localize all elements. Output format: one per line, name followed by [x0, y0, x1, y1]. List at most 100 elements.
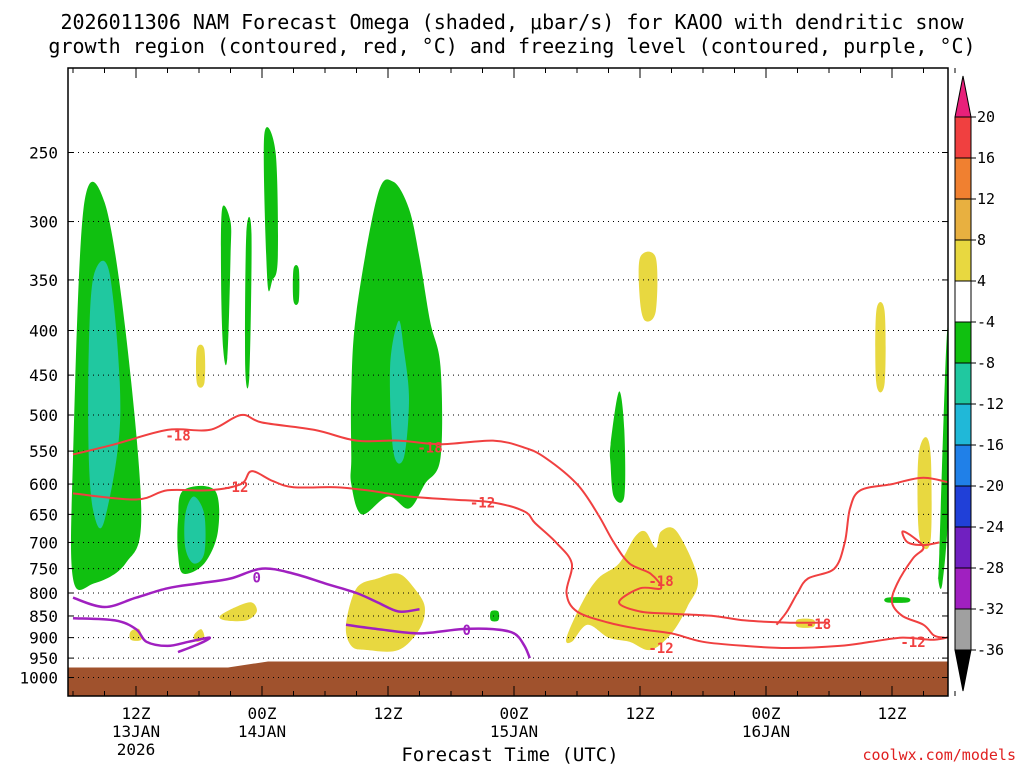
omega-region-19 — [345, 573, 425, 652]
x-axis-label: Forecast Time (UTC) — [401, 744, 619, 766]
omega-region-15 — [196, 344, 206, 388]
x-tick-date-72: 16JAN — [742, 722, 790, 741]
x-tick-label-24: 00Z — [248, 704, 277, 723]
contour-label-5: -18 — [806, 617, 831, 633]
y-tick-label-600: 600 — [29, 475, 58, 494]
colorbar-swatch-13 — [954, 608, 972, 651]
chart-title-line-2: growth region (contoured, red, °C) and f… — [48, 34, 976, 58]
x-tick-date-24: 14JAN — [238, 722, 286, 741]
omega-region-16 — [875, 302, 886, 393]
colorbar-swatch-10 — [954, 485, 972, 528]
colorbar-label-11: -28 — [977, 559, 1004, 577]
colorbar-swatch-7 — [954, 362, 972, 405]
colorbar-label-12: -32 — [977, 600, 1004, 618]
freezing-level-contour-2 — [345, 623, 531, 659]
contour-label-8: 0 — [253, 571, 261, 587]
omega-region-14 — [638, 251, 658, 322]
y-tick-label-700: 700 — [29, 533, 58, 552]
x-tick-label-84: 12Z — [878, 704, 907, 723]
colorbar-swatch-4 — [954, 239, 972, 282]
omega-region-4 — [220, 205, 232, 366]
plot-area: -18 -18 -12 -12 -18 -18 -12 -12 0 0 — [68, 127, 948, 696]
y-tick-label-550: 550 — [29, 442, 58, 461]
colorbar-label-7: -12 — [977, 395, 1004, 413]
colorbar-label-6: -8 — [977, 354, 995, 372]
colorbar-swatch-5 — [954, 280, 972, 323]
y-tick-label-750: 750 — [29, 560, 58, 579]
x-tick-year-12: 2026 — [117, 740, 156, 759]
x-tick-label-60: 12Z — [626, 704, 655, 723]
y-tick-label-800: 800 — [29, 584, 58, 603]
x-tick-label-12: 12Z — [122, 704, 151, 723]
y-tick-label-500: 500 — [29, 406, 58, 425]
omega-region-3 — [184, 496, 206, 564]
omega-region-7 — [292, 264, 300, 305]
omega-region-20 — [219, 602, 257, 622]
credit-link[interactable]: coolwx.com/models — [862, 746, 1016, 764]
colorbar-label-0: 20 — [977, 108, 995, 126]
colorbar-label-2: 12 — [977, 190, 995, 208]
y-tick-label-1000: 1000 — [19, 669, 58, 688]
colorbar-label-3: 8 — [977, 231, 986, 249]
y-tick-label-650: 650 — [29, 505, 58, 524]
plot-frame — [67, 67, 949, 697]
omega-region-12 — [937, 323, 948, 589]
dgz-contour-1 — [72, 470, 948, 650]
omega-region-10 — [609, 391, 626, 503]
colorbar-swatch-12 — [954, 567, 972, 610]
omega-region-11 — [490, 610, 500, 622]
colorbar-swatch-8 — [954, 403, 972, 446]
colorbar-swatch-1 — [954, 116, 972, 159]
contour-label-4: -18 — [648, 574, 673, 590]
omega-region-17 — [917, 437, 932, 550]
colorbar-swatch-2 — [954, 157, 972, 200]
contour-label-0: -18 — [165, 429, 190, 445]
contour-label-3: -12 — [470, 496, 495, 512]
colorbar-label-1: 16 — [977, 149, 995, 167]
omega-region-5 — [245, 216, 252, 389]
colorbar-swatch-3 — [954, 198, 972, 241]
colorbar-label-8: -16 — [977, 436, 1004, 454]
colorbar-swatch-11 — [954, 526, 972, 569]
contour-label-9: 0 — [463, 623, 471, 639]
y-tick-label-250: 250 — [29, 144, 58, 163]
y-tick-label-900: 900 — [29, 629, 58, 648]
freezing-level-contour-0 — [72, 567, 420, 613]
colorbar-label-9: -20 — [977, 477, 1004, 495]
y-tick-label-400: 400 — [29, 322, 58, 341]
y-tick-label-350: 350 — [29, 271, 58, 290]
colorbar: 20 16 12 8 4 -4 -8 -12 -16 -20 -24 -28 -32 -36 — [954, 75, 1004, 692]
y-tick-label-450: 450 — [29, 366, 58, 385]
colorbar-label-13: -36 — [977, 641, 1004, 659]
colorbar-swatch-6 — [954, 321, 972, 364]
colorbar-label-5: -4 — [977, 313, 995, 331]
contour-label-1: -18 — [417, 441, 442, 457]
contour-label-6: -12 — [648, 641, 673, 657]
omega-region-1 — [88, 260, 121, 529]
x-tick-label-36: 12Z — [374, 704, 403, 723]
colorbar-swatch-9 — [954, 444, 972, 487]
omega-region-6 — [263, 127, 278, 292]
colorbar-label-10: -24 — [977, 518, 1004, 536]
colorbar-label-4: 4 — [977, 272, 986, 290]
y-tick-label-850: 850 — [29, 607, 58, 626]
y-tick-label-300: 300 — [29, 213, 58, 232]
colorbar-bottom-arrow — [954, 649, 972, 692]
chart-title-line-1: 2026011306 NAM Forecast Omega (shaded, μ… — [60, 10, 964, 34]
contour-label-7: -12 — [900, 635, 925, 651]
colorbar-top-arrow — [954, 75, 972, 118]
omega-region-18 — [566, 527, 699, 651]
x-tick-label-72: 00Z — [752, 704, 781, 723]
omega-region-9 — [389, 320, 409, 464]
dgz-contour-2 — [775, 476, 948, 626]
y-tick-label-950: 950 — [29, 649, 58, 668]
dgz-contour-0 — [72, 413, 830, 624]
x-tick-date-48: 15JAN — [490, 722, 538, 741]
dgz-contour-3 — [890, 530, 945, 639]
contour-label-2: -12 — [223, 480, 248, 496]
omega-region-13 — [884, 597, 911, 603]
x-tick-date-12: 13JAN — [112, 722, 160, 741]
axes-layer: 250 300 350 400 450 500 550 600 650 700 750 800 850 9… — [19, 67, 956, 759]
x-tick-label-48: 00Z — [500, 704, 529, 723]
